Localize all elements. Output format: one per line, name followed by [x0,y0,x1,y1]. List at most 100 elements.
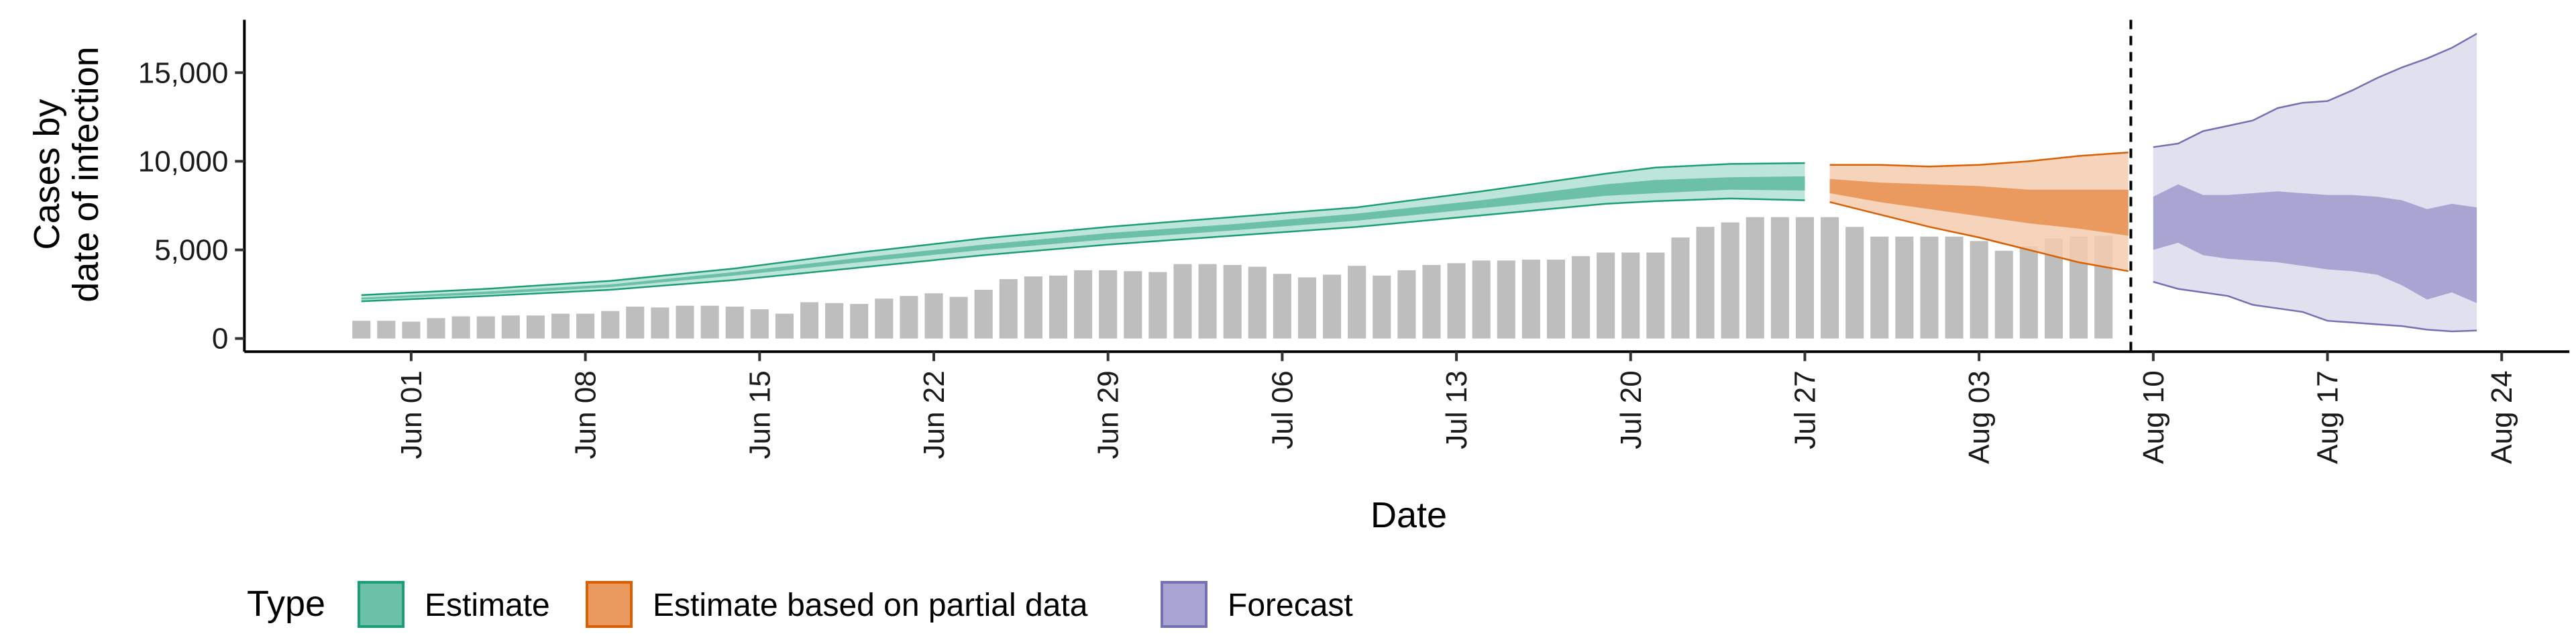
estimate-bands [361,33,2477,333]
reported-cases-bar [1024,276,1042,339]
reported-cases-bar [1945,236,1964,339]
reported-cases-bar [1621,252,1640,339]
reported-cases-bar [1845,227,1864,339]
reported-cases-bar [551,313,570,339]
reported-cases-bar [1049,275,1068,339]
reported-cases-bar [526,315,545,339]
x-tick-label: Jun 01 [395,370,428,459]
reported-cases-bar [949,297,968,339]
partial-lower-line [1829,201,2129,272]
reported-cases-bar [924,293,943,339]
reported-cases-bar [1148,272,1167,339]
reported-cases-bar [1870,236,1889,339]
reported-cases-bar [974,289,993,339]
partial-upper-line [1829,151,2129,168]
reported-cases-bar [1297,277,1317,339]
y-axis-title-line-2: date of infection [66,46,106,302]
reported-cases-bar [1646,252,1665,339]
legend-key-0 [358,581,405,628]
reported-cases-bar [1721,222,1739,339]
reported-cases-bar [1422,264,1441,339]
reported-cases-bar [1597,252,1615,339]
reported-cases-bar [725,307,744,339]
partial-50-band [1829,178,2129,236]
reported-cases-bar [775,313,794,339]
x-tick-label: Jul 20 [1615,370,1648,449]
reported-cases-bar [676,305,694,339]
reported-cases-bar [875,299,894,339]
x-tick-label: Aug 24 [2485,370,2518,464]
legend-label-0: Estimate [425,588,550,623]
reported-cases-bar [1546,260,1566,339]
reported-cases-bar [999,279,1018,339]
reported-cases-bar [1572,256,1591,339]
reported-cases-bar [1099,270,1118,339]
reported-cases-bar [1124,271,1142,339]
x-tick-label: Jul 13 [1440,370,1473,449]
reported-cases-bar [2019,246,2038,339]
reported-cases-bar [1472,260,1491,339]
reported-cases-bar [850,304,869,339]
reported-cases-bar [1895,236,1914,339]
legend-key-1 [586,581,633,628]
reported-cases-bar [352,321,371,339]
reported-cases-bar [427,318,445,339]
reported-cases-bar [576,313,595,339]
reported-cases-bar [1323,274,1342,339]
x-tick-label: Aug 03 [1963,370,1996,464]
reported-cases-bar [451,316,470,339]
reported-cases-bar [1521,260,1540,339]
x-tick-label: Jun 08 [570,370,602,459]
reported-cases-bar [626,307,645,339]
forecast-upper-line [2153,33,2477,148]
legend-title: Type [247,584,325,624]
reported-cases-bar [825,303,844,339]
estimate-lower-line [361,197,1805,303]
reported-cases-bar [700,305,719,339]
reported-cases-bar [1397,270,1416,339]
reported-cases-bar [651,307,669,339]
x-tick-label: Jul 06 [1266,370,1299,449]
legend: Type Estimate Estimate based on partial d… [247,581,1353,628]
reported-cases-bar [1198,264,1217,339]
y-axis-ticks: 0 5,000 10,000 15,000 [138,56,245,356]
x-tick-label: Aug 10 [2137,370,2170,464]
reported-cases-bar [1821,217,1839,339]
reported-cases-bar [1746,217,1764,339]
x-tick-label: Jun 22 [918,370,951,459]
axes [243,19,2570,354]
reported-cases-bar [1920,236,1939,339]
reported-cases-bar [1497,260,1515,339]
reported-cases-bar [601,311,620,339]
reported-cases-bar [1074,270,1093,339]
estimate-upper-line [361,162,1805,297]
y-tick-label: 5,000 [154,234,228,267]
x-axis-title: Date [1371,495,1447,535]
y-tick-label: 10,000 [138,145,229,178]
reported-cases-bar [377,321,396,339]
reported-cases-bar [750,309,769,339]
y-tick-label: 0 [212,323,228,356]
estimate-50-band [361,176,1805,300]
reported-cases-bar [1223,264,1242,339]
y-tick-label: 15,000 [138,56,229,89]
reported-cases-bar [1248,266,1267,339]
reported-cases-bar [800,302,819,339]
x-tick-label: Aug 17 [2312,370,2345,464]
x-tick-label: Jun 15 [743,370,776,459]
forecast-50-band [2153,184,2477,303]
reported-cases-bar [1373,275,1391,339]
x-tick-label: Jul 27 [1788,370,1821,449]
x-axis-ticks: Jun 01 Jun 08 Jun 15 Jun 22 Jun 29 Jul 06 Jul … [395,352,2518,464]
reported-cases-bar [1671,237,1690,339]
reported-cases-bar [900,296,918,339]
reported-cases-bar [1795,217,1814,339]
y-axis-title-line-1: Cases by [27,99,67,250]
reported-cases-bar [1770,217,1789,339]
x-tick-label: Jun 29 [1092,370,1125,459]
legend-key-2 [1161,581,1208,628]
reported-cases-bars [352,217,2113,339]
reported-cases-bar [402,321,421,339]
reported-cases-bar [1970,241,1988,339]
